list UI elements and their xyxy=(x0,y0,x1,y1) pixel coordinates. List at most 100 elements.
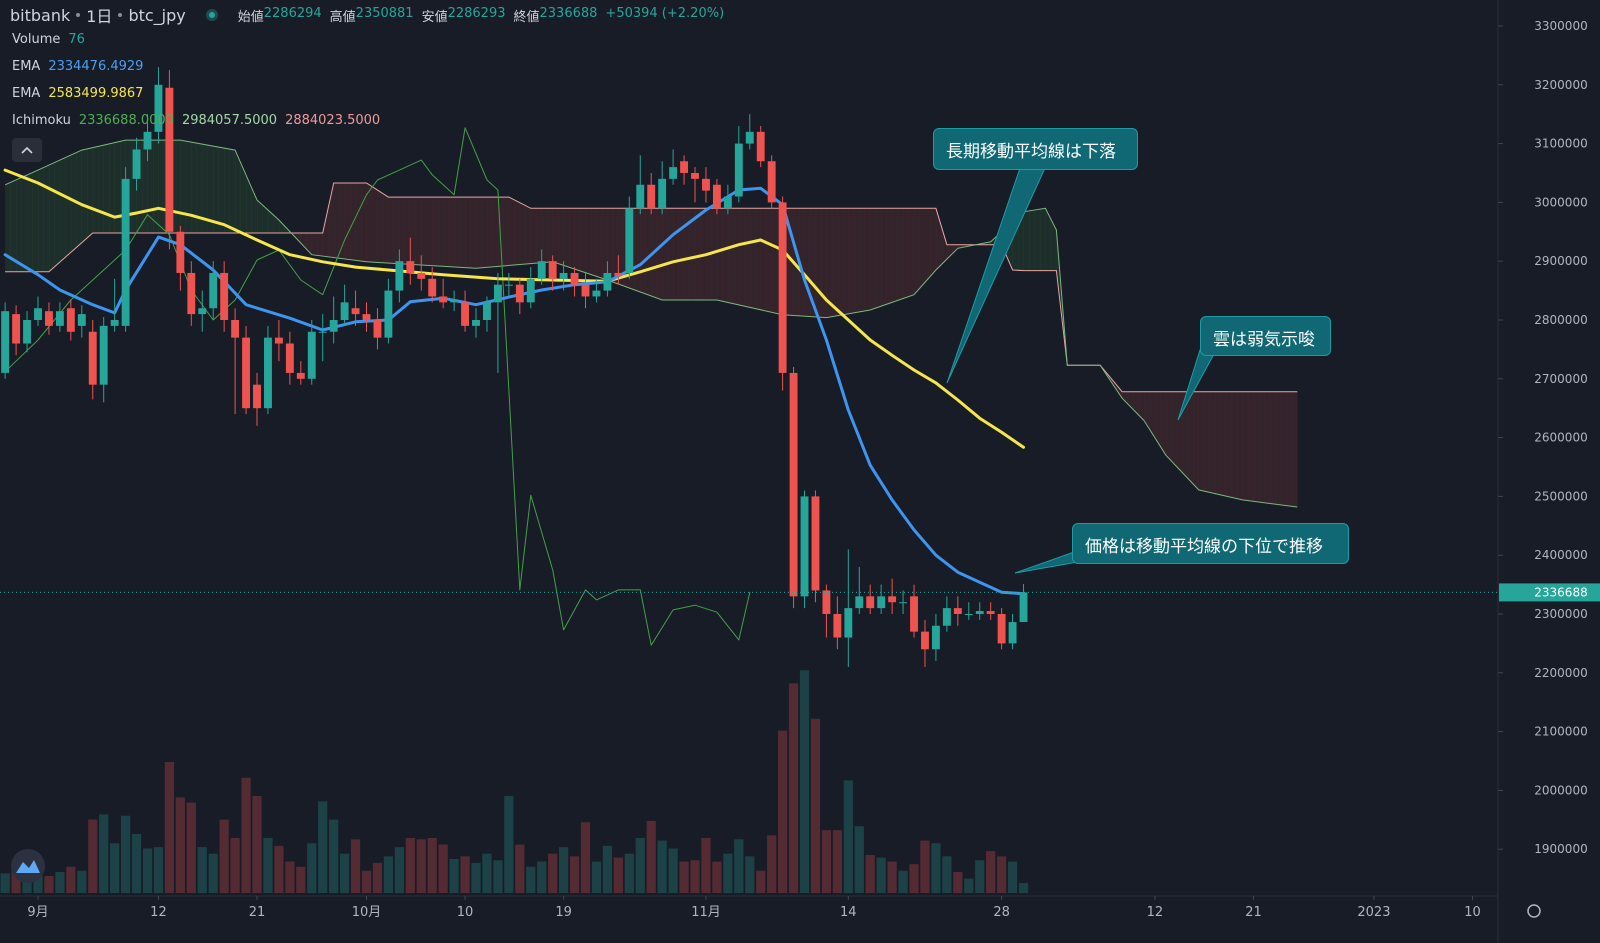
cloud-fill xyxy=(640,208,647,295)
cloud-fill xyxy=(1182,391,1189,479)
cloud-fill xyxy=(908,208,915,297)
cloud-fill xyxy=(1018,211,1024,271)
cloud-fill xyxy=(399,197,406,265)
cloud-fill xyxy=(1253,391,1260,503)
cloud-fill xyxy=(755,208,762,310)
cloud-fill xyxy=(952,244,959,254)
candle-body xyxy=(625,208,634,273)
cloud-fill xyxy=(1248,391,1254,502)
volume-bar xyxy=(832,830,842,893)
indicator-line xyxy=(3,168,1025,449)
volume-bar xyxy=(263,837,273,893)
cloud-fill xyxy=(262,205,269,233)
cloud-fill xyxy=(760,208,767,312)
cloud-fill xyxy=(306,232,313,255)
candle-body xyxy=(1008,622,1017,644)
volume-bar xyxy=(602,845,613,893)
cloud-fill xyxy=(437,197,444,267)
candle-body xyxy=(154,84,163,132)
volume-bar xyxy=(471,862,481,893)
x-tick-label: 12 xyxy=(150,905,167,920)
volume-bar xyxy=(77,870,87,893)
cloud-fill xyxy=(476,197,482,269)
legend-name: Volume xyxy=(12,32,61,47)
symbol[interactable]: btc_jpy xyxy=(128,5,186,25)
cloud-fill xyxy=(1116,385,1123,399)
candle-body xyxy=(504,284,513,286)
cloud-fill xyxy=(410,197,417,265)
candle-body xyxy=(789,372,798,597)
legend-value: 2583499.9867 xyxy=(48,86,144,101)
cloud-fill xyxy=(415,197,422,266)
x-tick-label: 14 xyxy=(840,905,857,920)
settings-icon[interactable] xyxy=(1527,904,1541,918)
volume-bar xyxy=(1007,861,1018,893)
ohlc-values: 始値 2286294 高値 2350881 安値 2286293 終値 2336688 +503… xyxy=(238,6,724,25)
legend-name: EMA xyxy=(12,59,41,74)
callout: 価格は移動平均線の下位で推移 xyxy=(1072,523,1349,564)
candle-body xyxy=(888,596,897,603)
cloud-fill xyxy=(508,197,515,266)
cloud-fill xyxy=(70,152,77,253)
x-tick-label: 21 xyxy=(249,905,266,920)
volume-bar xyxy=(778,730,788,893)
volume-bar xyxy=(964,878,974,893)
legend-value: 2884023.5000 xyxy=(285,113,381,128)
volume-bar xyxy=(307,843,317,893)
cloud-fill xyxy=(1198,391,1205,492)
cloud-fill xyxy=(809,208,816,317)
candle-body xyxy=(537,261,546,279)
cloud-fill xyxy=(388,197,395,264)
interval[interactable]: 1日 xyxy=(86,7,113,26)
cloud-fill xyxy=(432,197,438,266)
cloud-fill xyxy=(1023,210,1030,271)
cloud-fill xyxy=(448,197,455,267)
collapse-button[interactable] xyxy=(12,138,42,162)
cloud-fill xyxy=(1187,391,1194,485)
candle-body xyxy=(318,331,327,333)
cloud-fill xyxy=(328,182,334,258)
cloud-fill xyxy=(1237,391,1243,500)
cloud-fill xyxy=(1291,391,1298,507)
cloud-fill xyxy=(37,167,44,272)
cloud-fill xyxy=(152,140,159,233)
candle-body xyxy=(165,87,174,232)
candle-body xyxy=(833,613,842,638)
candle-body xyxy=(329,319,338,332)
ohlc-value: 2336688 xyxy=(539,5,598,21)
candle-body xyxy=(734,143,743,197)
cloud-fill xyxy=(1149,391,1156,438)
cloud-fill xyxy=(382,193,389,264)
cloud-fill xyxy=(875,208,882,309)
callout: 雲は弱気示唆 xyxy=(1200,316,1331,356)
volume-bar xyxy=(329,819,339,893)
cloud-fill xyxy=(1111,378,1117,390)
volume-bar xyxy=(865,855,875,893)
volume-bar xyxy=(613,857,623,893)
volume-bar xyxy=(438,844,448,893)
candle-body xyxy=(220,272,229,320)
cloud-fill xyxy=(87,147,94,238)
volume-bar xyxy=(690,860,700,893)
volume-bar xyxy=(569,856,580,893)
volume-bar xyxy=(756,870,766,893)
cloud-fill xyxy=(366,182,373,263)
volume-bar xyxy=(997,856,1007,893)
y-tick-label: 2700000 xyxy=(1534,372,1587,386)
cloud-fill xyxy=(311,232,318,256)
collapse-icon xyxy=(21,146,33,154)
cloud-fill xyxy=(793,208,800,316)
cloud-fill xyxy=(1269,391,1276,505)
candle-body xyxy=(187,272,196,315)
cloud-fill xyxy=(174,140,181,233)
volume-bar xyxy=(416,839,426,893)
y-tick-label: 2500000 xyxy=(1534,489,1587,503)
cloud-fill xyxy=(886,208,893,305)
cloud-fill xyxy=(766,208,772,313)
cloud-fill xyxy=(859,208,866,312)
volume-bar xyxy=(164,762,175,893)
cloud-fill xyxy=(514,199,521,266)
candle-body xyxy=(1,311,10,373)
cloud-fill xyxy=(1138,391,1145,421)
cloud-fill xyxy=(213,146,219,233)
